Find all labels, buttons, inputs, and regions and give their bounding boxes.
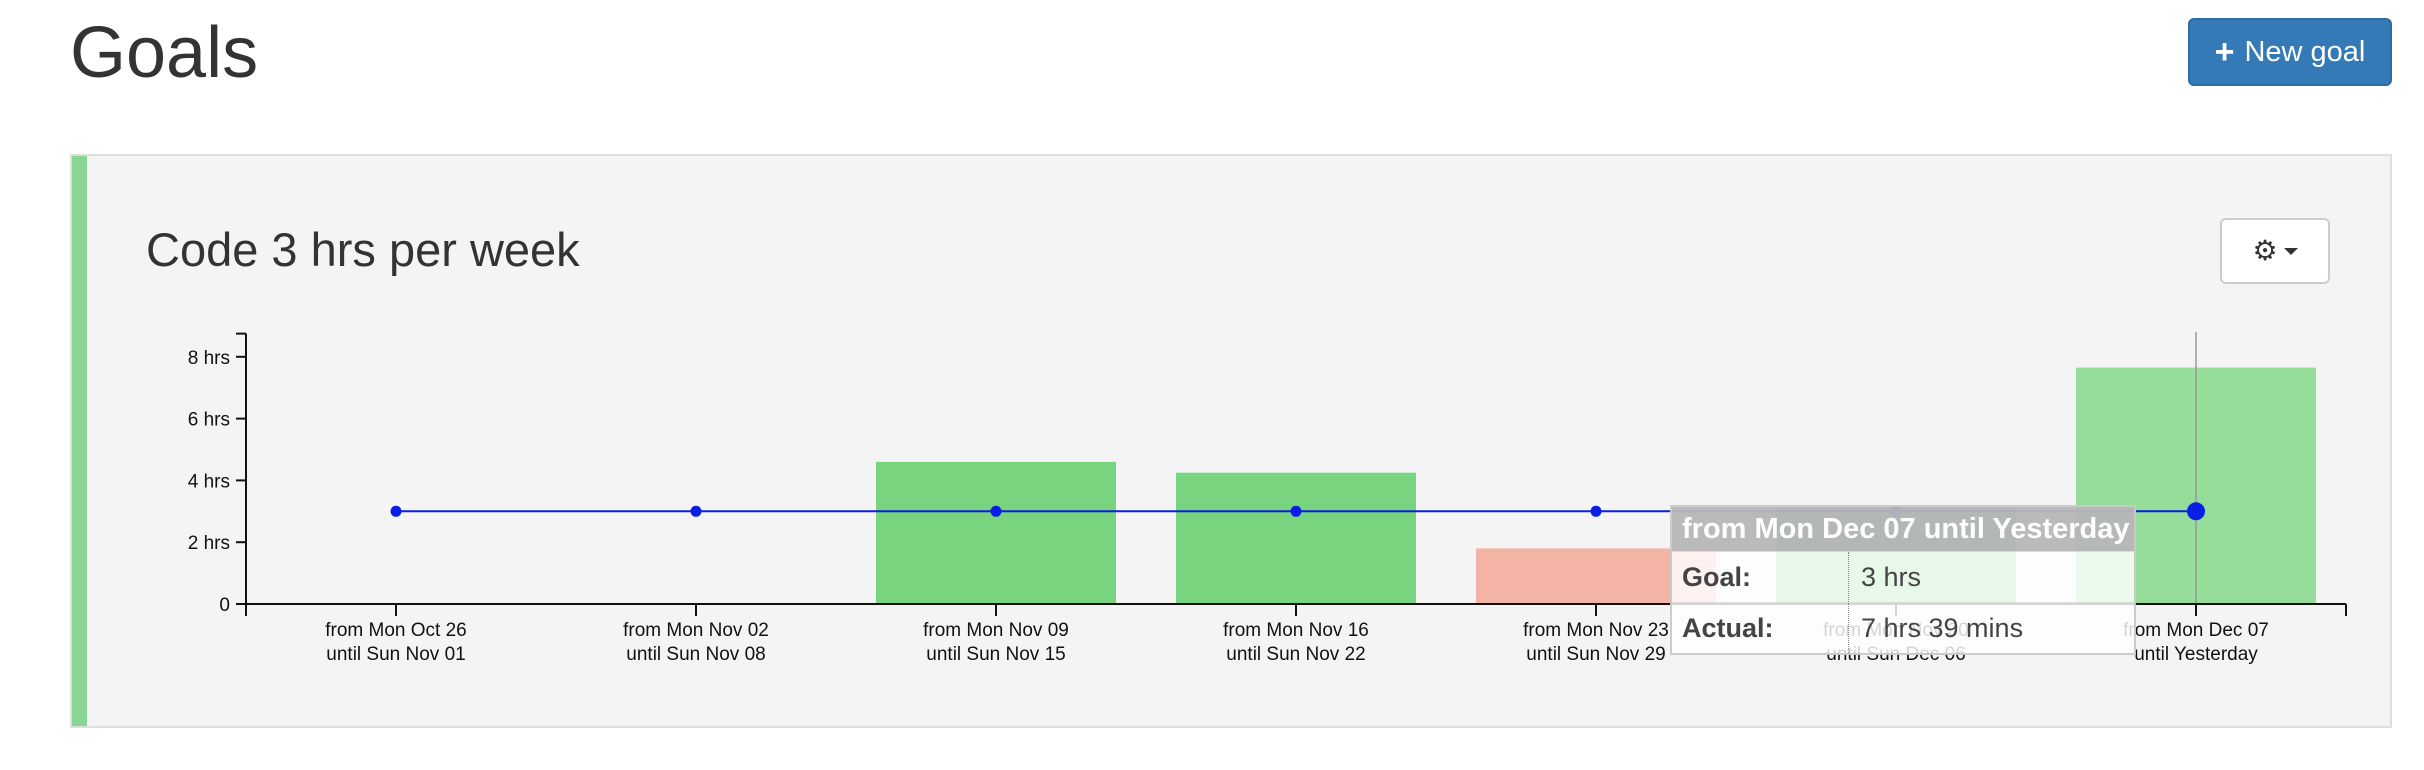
chevron-down-icon: [2283, 247, 2298, 255]
goal-title: Code 3 hrs per week: [146, 223, 580, 276]
tooltip-goal-label: Goal:: [1682, 561, 1752, 592]
x-tick-label: until Sun Nov 08: [626, 644, 765, 665]
tooltip-goal-row: Goal: 3 hrs: [1672, 551, 2134, 602]
goal-point: [390, 505, 402, 517]
x-tick-label: from Mon Nov 16: [1223, 620, 1369, 641]
goal-point: [690, 505, 702, 517]
y-tick-label: 0: [219, 595, 230, 616]
goal-point: [2187, 502, 2205, 521]
goal-settings-button[interactable]: ⚙: [2220, 218, 2330, 284]
tooltip-title: from Mon Dec 07 until Yesterday: [1672, 507, 2134, 551]
tooltip-actual-label: Actual:: [1682, 612, 1774, 643]
tooltip-actual-value: 7 hrs 39 mins: [1848, 603, 2134, 653]
new-goal-label: New goal: [2244, 35, 2366, 68]
chart-bar: [1176, 472, 1416, 604]
x-tick-label: from Mon Nov 09: [923, 620, 1069, 641]
x-tick-label: until Yesterday: [2134, 644, 2258, 665]
new-goal-button[interactable]: + New goal: [2188, 18, 2392, 86]
x-tick-label: from Mon Nov 23: [1523, 620, 1669, 641]
y-tick-label: 8 hrs: [188, 348, 230, 369]
x-tick-label: from Mon Nov 02: [623, 620, 769, 641]
x-tick-label: until Sun Nov 01: [326, 644, 465, 665]
chart-tooltip: from Mon Dec 07 until Yesterday Goal: 3 …: [1670, 505, 2136, 655]
goal-point: [1290, 505, 1302, 517]
x-tick-label: until Sun Nov 15: [926, 644, 1065, 665]
x-tick-label: from Mon Dec 07: [2123, 620, 2269, 641]
goal-point: [1590, 505, 1602, 517]
y-tick-label: 4 hrs: [188, 471, 230, 492]
x-tick-label: until Sun Nov 22: [1226, 644, 1365, 665]
page-title: Goals: [70, 13, 259, 93]
tooltip-actual-row: Actual: 7 hrs 39 mins: [1672, 602, 2134, 653]
x-tick-label: until Sun Nov 29: [1526, 644, 1665, 665]
gear-icon: ⚙: [2252, 235, 2278, 266]
y-tick-label: 2 hrs: [188, 533, 230, 554]
tooltip-goal-value: 3 hrs: [1848, 552, 2134, 602]
x-tick-label: from Mon Oct 26: [325, 620, 467, 641]
y-tick-label: 6 hrs: [188, 410, 230, 431]
chart-bar: [876, 461, 1116, 604]
plus-icon: +: [2214, 33, 2235, 71]
goal-point: [990, 505, 1002, 517]
goal-status-accent: [72, 156, 87, 726]
